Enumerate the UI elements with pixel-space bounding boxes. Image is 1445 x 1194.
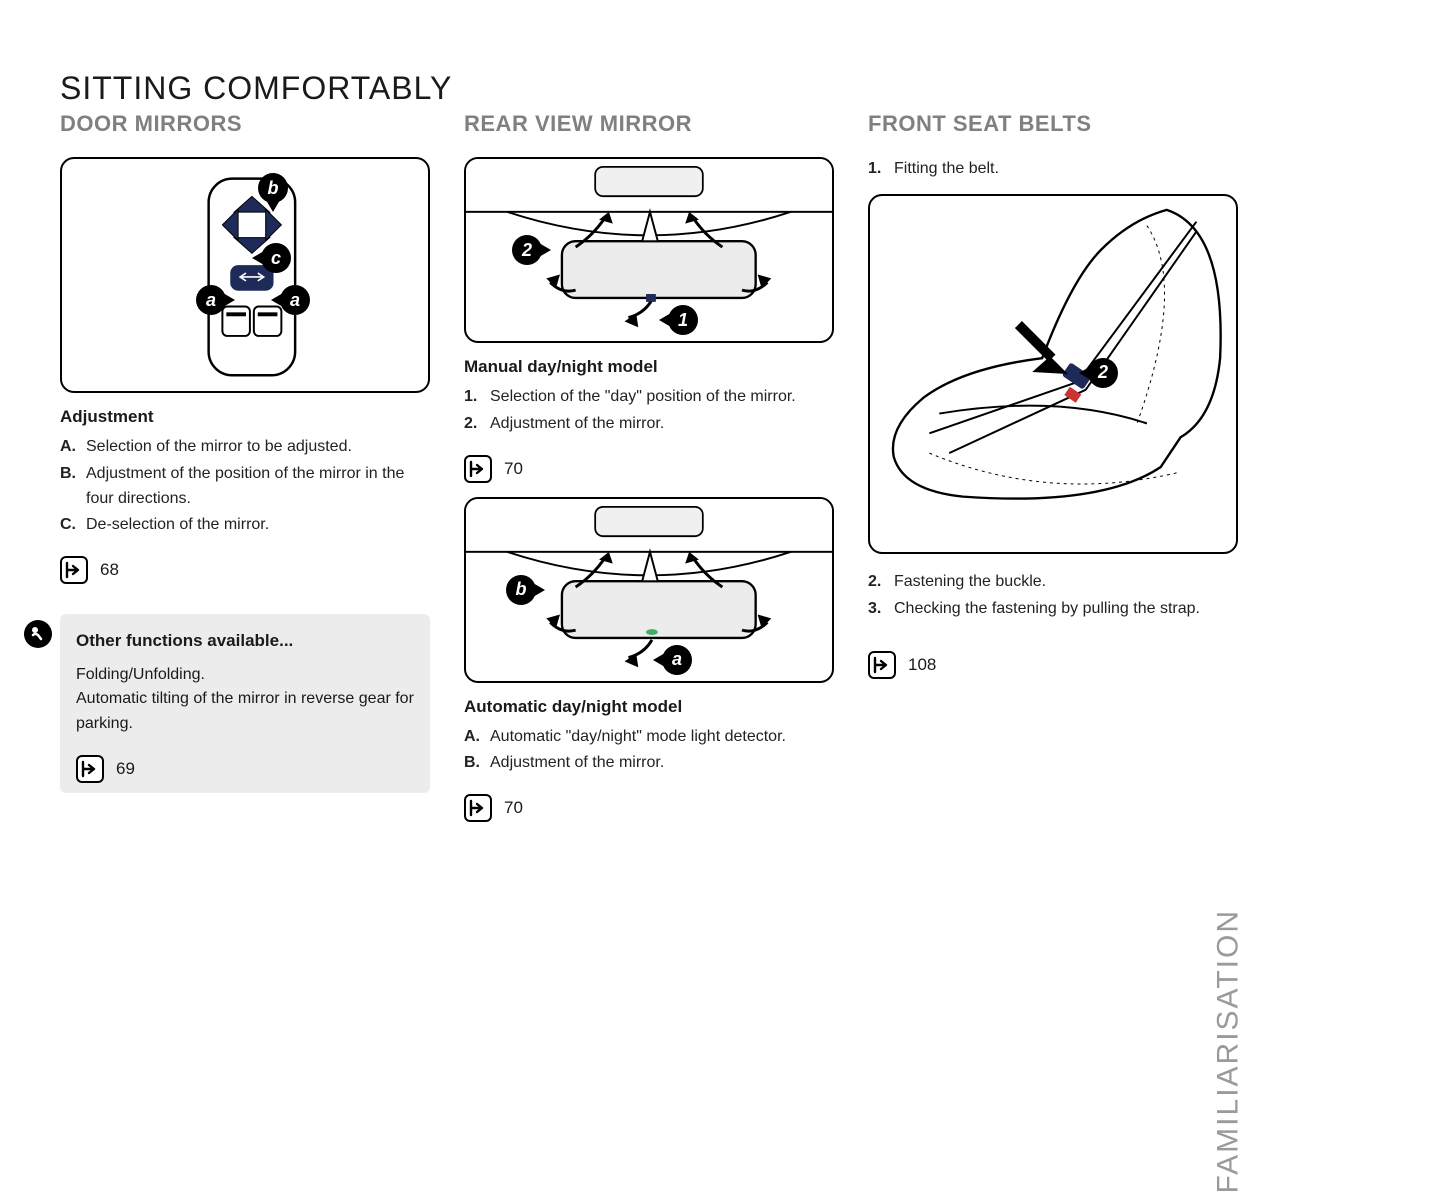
goto-icon (868, 651, 896, 679)
subhead-manual: Manual day/night model (464, 357, 834, 377)
marker: A. (60, 435, 86, 460)
marker: 3. (868, 597, 894, 622)
pageref-number: 70 (504, 459, 523, 479)
pageref-number: 68 (100, 560, 119, 580)
marker: 1. (868, 157, 894, 182)
info-line: Automatic tilting of the mirror in rever… (76, 687, 414, 737)
pageref-number: 70 (504, 798, 523, 818)
badge-b: b (258, 173, 288, 203)
badge-2b: 2 (1088, 358, 1118, 388)
pageref-70b: 70 (464, 794, 834, 822)
item-text: Adjustment of the mirror. (490, 412, 664, 437)
pageref-69: 69 (76, 755, 414, 783)
marker: 1. (464, 385, 490, 410)
badge-b2: b (506, 575, 536, 605)
info-title: Other functions available... (76, 628, 414, 654)
marker: B. (464, 751, 490, 776)
info-box: Other functions available... Folding/Unf… (60, 614, 430, 793)
heading-seat-belts: FRONT SEAT BELTS (868, 111, 1238, 137)
marker: B. (60, 462, 86, 512)
pageref-70a: 70 (464, 455, 834, 483)
pageref-number: 69 (116, 756, 135, 782)
item-text: Selection of the mirror to be adjusted. (86, 435, 352, 460)
pageref-number: 108 (908, 655, 936, 675)
list-seatbelt-pre: 1.Fitting the belt. (868, 157, 1238, 182)
badge-a2: a (280, 285, 310, 315)
pageref-108: 108 (868, 651, 1238, 679)
badge-c: c (261, 243, 291, 273)
item-text: Adjustment of the mirror. (490, 751, 664, 776)
list-manual: 1.Selection of the "day" position of the… (464, 385, 834, 437)
info-icon (24, 620, 52, 648)
badge-a3: a (662, 645, 692, 675)
heading-rear-view: REAR VIEW MIRROR (464, 111, 834, 137)
item-text: Adjustment of the position of the mirror… (86, 462, 430, 512)
list-door-mirrors: A.Selection of the mirror to be adjusted… (60, 435, 430, 538)
goto-icon (76, 755, 104, 783)
marker: A. (464, 725, 490, 750)
marker: 2. (868, 570, 894, 595)
heading-door-mirrors: DOOR MIRRORS (60, 111, 430, 137)
info-line: Folding/Unfolding. (76, 663, 414, 688)
col-door-mirrors: DOOR MIRRORS (60, 111, 430, 822)
badge-2: 2 (512, 235, 542, 265)
figure-door-mirrors: b c a a (60, 157, 430, 393)
item-text: Fitting the belt. (894, 157, 999, 182)
item-text: Checking the fastening by pulling the st… (894, 597, 1200, 622)
item-text: Fastening the buckle. (894, 570, 1046, 595)
item-text: Automatic "day/night" mode light detecto… (490, 725, 786, 750)
col-seat-belts: FRONT SEAT BELTS 1.Fitting the belt. (868, 111, 1238, 822)
figure-seat-belt: 2 (868, 194, 1238, 554)
figure-rear-view-auto: b a (464, 497, 834, 683)
goto-icon (464, 455, 492, 483)
item-text: Selection of the "day" position of the m… (490, 385, 796, 410)
marker: 2. (464, 412, 490, 437)
subhead-auto: Automatic day/night model (464, 697, 834, 717)
goto-icon (60, 556, 88, 584)
badge-1: 1 (668, 305, 698, 335)
figure-rear-view-manual: 2 1 (464, 157, 834, 343)
item-text: De-selection of the mirror. (86, 513, 269, 538)
marker: C. (60, 513, 86, 538)
list-seatbelt-post: 2.Fastening the buckle. 3.Checking the f… (868, 570, 1238, 622)
col-rear-view: REAR VIEW MIRROR 2 1 (464, 111, 834, 822)
list-auto: A.Automatic "day/night" mode light detec… (464, 725, 834, 777)
pageref-68: 68 (60, 556, 430, 584)
subhead-adjustment: Adjustment (60, 407, 430, 427)
goto-icon (464, 794, 492, 822)
page-title: SITTING COMFORTABLY (60, 70, 1240, 107)
side-tab: FAMILIARISATION (1211, 909, 1245, 1194)
badge-a1: a (196, 285, 226, 315)
